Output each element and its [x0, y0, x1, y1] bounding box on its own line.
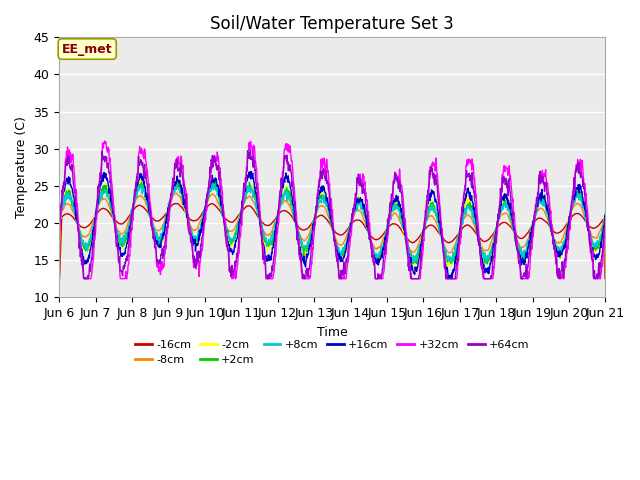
+8cm	[172, 180, 180, 186]
Title: Soil/Water Temperature Set 3: Soil/Water Temperature Set 3	[211, 15, 454, 33]
-2cm	[445, 263, 452, 268]
+32cm	[101, 138, 109, 144]
+8cm	[602, 209, 609, 215]
Line: -16cm: -16cm	[59, 204, 605, 279]
-8cm	[602, 276, 609, 282]
+32cm	[288, 158, 296, 164]
+2cm	[484, 261, 492, 267]
+64cm	[246, 146, 254, 152]
-2cm	[55, 219, 63, 225]
+2cm	[308, 229, 316, 235]
Legend: -16cm, -8cm, -2cm, +2cm, +8cm, +16cm, +32cm, +64cm: -16cm, -8cm, -2cm, +2cm, +8cm, +16cm, +3…	[131, 335, 534, 370]
-16cm	[602, 276, 609, 282]
Line: +64cm: +64cm	[59, 149, 605, 279]
+8cm	[55, 215, 63, 221]
+16cm	[248, 169, 255, 175]
-2cm	[287, 196, 295, 202]
+64cm	[602, 215, 609, 220]
+16cm	[55, 214, 63, 220]
-8cm	[97, 197, 105, 203]
+2cm	[120, 242, 127, 248]
+2cm	[367, 235, 374, 240]
+2cm	[287, 197, 295, 203]
-8cm	[299, 237, 307, 242]
+2cm	[602, 216, 609, 222]
Line: +16cm: +16cm	[59, 172, 605, 279]
+16cm	[367, 236, 374, 242]
-8cm	[287, 207, 295, 213]
-16cm	[308, 219, 316, 225]
Line: +8cm: +8cm	[59, 183, 605, 264]
-16cm	[172, 201, 180, 206]
-8cm	[172, 191, 180, 196]
+16cm	[120, 251, 127, 256]
+2cm	[97, 191, 105, 197]
-2cm	[97, 188, 105, 193]
+64cm	[55, 219, 63, 225]
-16cm	[120, 220, 127, 226]
+64cm	[367, 239, 374, 244]
-16cm	[299, 227, 307, 233]
-2cm	[308, 224, 316, 229]
Y-axis label: Temperature (C): Temperature (C)	[15, 116, 28, 218]
+16cm	[447, 276, 455, 282]
-2cm	[367, 239, 374, 244]
-2cm	[120, 246, 127, 252]
-16cm	[97, 206, 105, 212]
+32cm	[98, 151, 106, 156]
+32cm	[309, 245, 317, 251]
+2cm	[299, 242, 307, 248]
-16cm	[55, 276, 63, 282]
-16cm	[367, 232, 374, 238]
+64cm	[309, 228, 317, 234]
Line: -2cm: -2cm	[59, 180, 605, 265]
+8cm	[97, 190, 105, 195]
X-axis label: Time: Time	[317, 325, 348, 338]
-8cm	[367, 236, 374, 242]
+8cm	[367, 240, 374, 246]
-8cm	[120, 230, 127, 236]
+8cm	[299, 244, 307, 250]
Line: +32cm: +32cm	[59, 141, 605, 279]
-8cm	[308, 220, 316, 226]
+64cm	[81, 276, 88, 282]
+8cm	[287, 201, 295, 206]
+16cm	[308, 230, 316, 236]
+16cm	[299, 256, 307, 262]
-2cm	[602, 213, 609, 218]
+64cm	[120, 266, 128, 272]
+32cm	[367, 234, 374, 240]
+32cm	[602, 227, 609, 233]
+32cm	[120, 276, 128, 282]
-2cm	[299, 248, 307, 254]
+16cm	[97, 180, 105, 186]
-8cm	[55, 276, 63, 282]
+8cm	[120, 242, 127, 248]
+16cm	[287, 190, 295, 195]
+32cm	[80, 276, 88, 282]
-16cm	[287, 213, 295, 219]
Line: -8cm: -8cm	[59, 193, 605, 279]
+8cm	[483, 261, 490, 266]
+32cm	[299, 276, 307, 282]
+64cm	[288, 174, 296, 180]
Text: EE_met: EE_met	[62, 43, 113, 56]
+2cm	[209, 178, 217, 183]
+64cm	[299, 272, 307, 278]
-2cm	[210, 177, 218, 182]
Line: +2cm: +2cm	[59, 180, 605, 264]
+64cm	[98, 155, 106, 160]
+2cm	[55, 221, 63, 227]
+32cm	[55, 226, 63, 232]
+16cm	[602, 215, 609, 221]
+8cm	[308, 223, 316, 229]
